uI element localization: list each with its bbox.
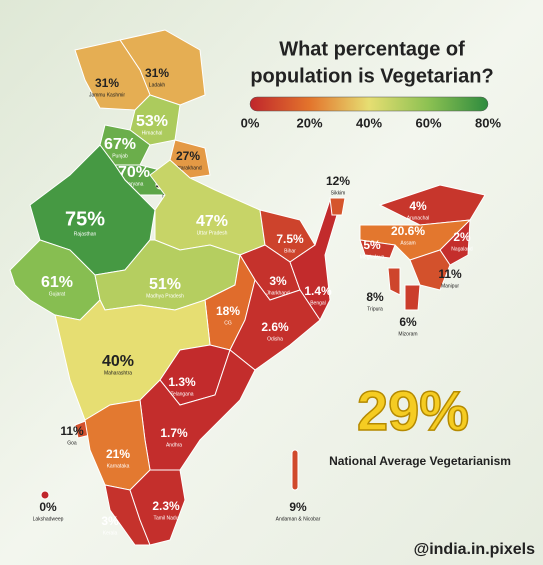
region-name: Lakshadweep [33, 516, 64, 522]
region-value: 3% [269, 274, 287, 288]
region-name: Arunachal [407, 215, 430, 221]
region [329, 197, 346, 216]
region-name: Maharashtra [104, 370, 132, 376]
region-name: Manipur [441, 283, 459, 289]
legend-tick-label: 60% [415, 115, 441, 130]
region-value: 5% [363, 238, 381, 252]
region-value: 7.5% [276, 232, 304, 246]
region-value: 1.4% [304, 284, 332, 298]
region-value: 11% [438, 267, 462, 281]
region-value: 53% [136, 113, 168, 130]
region-name: Uttarakhand [174, 165, 201, 171]
region [387, 267, 401, 296]
map: 31% Ladakh 31% Jammu Kashmir 53%Himachal 67%P… [9, 29, 486, 546]
region-name: Goa [67, 440, 77, 446]
region-value: 51% [149, 276, 181, 293]
region [378, 184, 486, 226]
region-name: Odisha [267, 336, 283, 342]
legend-tick-label: 0% [241, 115, 260, 130]
region-name: Bengal [310, 300, 326, 306]
region-value: 12% [326, 174, 350, 188]
region-value: 18% [216, 304, 240, 318]
region-name: Tamil Nadu [153, 515, 178, 521]
region-name: Karnataka [107, 463, 130, 469]
title: population is Vegetarian? [250, 65, 493, 87]
region-value: 6% [399, 315, 417, 329]
region-name: Andaman & Nicobar [276, 516, 321, 522]
credit: @india.in.pixels [414, 541, 536, 558]
region-value: 75% [65, 208, 105, 230]
region-name: Haryana [125, 181, 144, 187]
region-value: 31% [145, 66, 169, 80]
national-average: 29% [357, 379, 469, 442]
region-value: 3% [101, 514, 119, 528]
region-name: Punjab [112, 153, 128, 159]
national-caption: National Average Vegetarianism [329, 454, 511, 468]
legend-tick-label: 20% [296, 115, 322, 130]
legend-tick-label: 40% [356, 115, 382, 130]
region-value: 4% [409, 199, 427, 213]
region-name: Ladakh [149, 82, 166, 88]
region-value: 67% [104, 136, 136, 153]
region-value: 61% [41, 274, 73, 291]
region-name: Mizoram [398, 331, 417, 337]
region-value: 31% [95, 76, 119, 90]
region-name: Uttar Pradesh [197, 230, 228, 236]
region-value: 27% [176, 149, 200, 163]
region-value: 2% [453, 230, 471, 244]
region-value: 2.6% [261, 320, 289, 334]
region-name: Kerala [103, 530, 118, 536]
region-name: Nagaland [451, 246, 473, 252]
region-value: 1.7% [160, 426, 188, 440]
region-value: 9% [289, 500, 307, 514]
region-name: Andhra [166, 442, 182, 448]
region-name: Madhya Pradesh [146, 293, 184, 299]
region-value: 11% [60, 424, 84, 438]
region-value: 40% [102, 353, 134, 370]
region-value: 21% [106, 447, 130, 461]
region-value: 47% [196, 213, 228, 230]
region-name: Jharkhand [266, 290, 290, 296]
region-name: Gujarat [49, 291, 66, 297]
region [291, 449, 299, 491]
region [409, 249, 451, 291]
region-value: 0% [39, 500, 57, 514]
legend-bar [249, 96, 489, 112]
region-name: Sikkim [331, 190, 346, 196]
region-name: Tripura [367, 306, 383, 312]
region-name: Assam [400, 240, 415, 246]
region-name: Rajasthan [74, 231, 97, 237]
region [359, 239, 396, 259]
region [40, 490, 50, 500]
region-name: Telangana [170, 391, 193, 397]
region-value: 8% [366, 290, 384, 304]
region [229, 278, 321, 371]
legend-tick-label: 80% [475, 115, 501, 130]
region-name: Jammu Kashmir [89, 92, 125, 98]
region [129, 469, 186, 546]
title: What percentage of [279, 38, 465, 60]
region-name: Himachal [142, 130, 163, 136]
region-value: 70% [118, 164, 150, 181]
region-value: 1.3% [168, 375, 196, 389]
region-name: CG [224, 320, 232, 326]
region [404, 284, 421, 311]
region-value: 2.3% [152, 499, 180, 513]
region-name: Bihar [284, 248, 296, 254]
region-name: Meghalaya [360, 254, 385, 260]
region-value: 20.6% [391, 224, 425, 238]
